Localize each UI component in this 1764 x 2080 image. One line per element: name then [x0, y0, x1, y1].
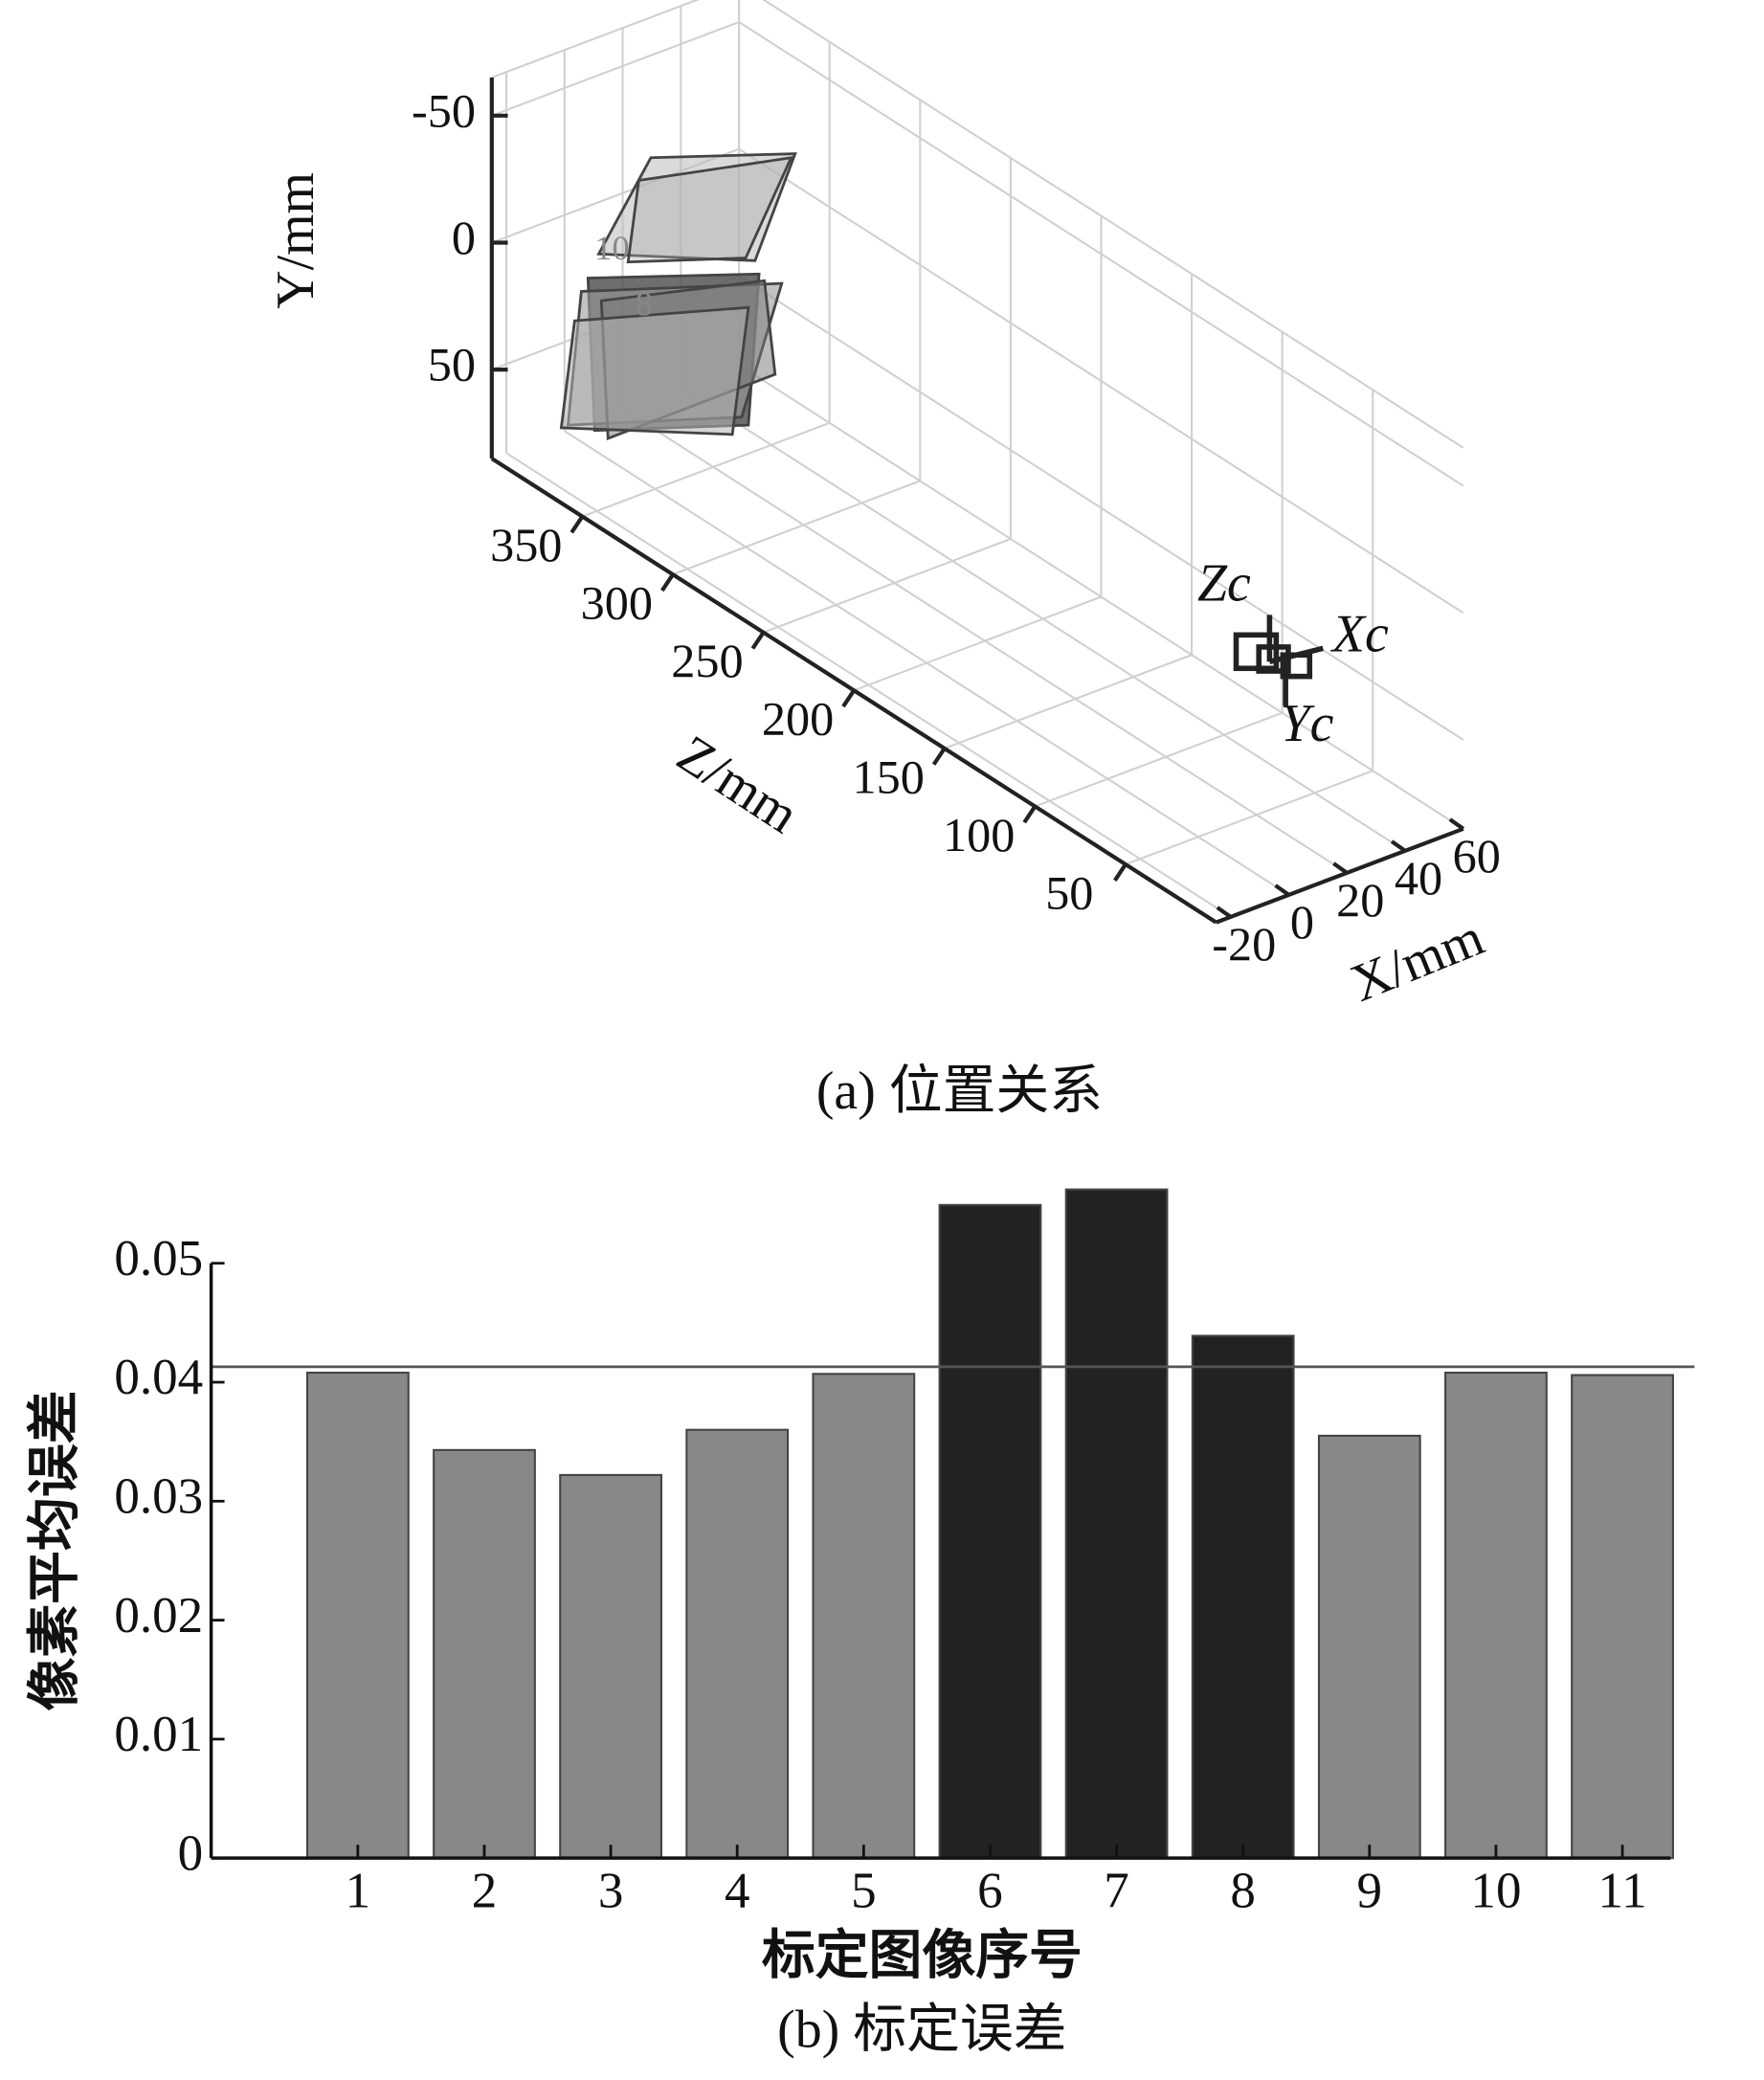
tick-mark [931, 747, 947, 766]
grid-line [762, 0, 1464, 449]
y-tick-label: 0.05 [114, 1231, 203, 1286]
z-tick-label: 150 [852, 749, 924, 803]
x-tick-label: 6 [977, 1863, 1003, 1918]
grid-line [738, 21, 1464, 487]
tick-mark [1332, 861, 1349, 875]
grid-line [738, 364, 1464, 830]
x-tick-label: 11 [1598, 1863, 1647, 1918]
y-axis-label: 像素平均误差 [26, 1390, 85, 1711]
board [559, 305, 750, 436]
y-tick-label: 0.02 [114, 1588, 203, 1644]
tick-mark [1274, 883, 1290, 897]
grid-line [582, 421, 831, 518]
board-label: 8 [636, 285, 653, 324]
grid-line [672, 480, 921, 576]
grid-line [738, 147, 1464, 615]
z-tick-label: 300 [581, 576, 653, 630]
y-tick-label: 0.03 [114, 1468, 203, 1524]
bar [559, 1473, 662, 1860]
grid-line [505, 452, 1232, 918]
z-tick-label: 50 [1045, 865, 1093, 919]
tick-mark [660, 572, 675, 593]
tick-mark [1216, 906, 1232, 919]
x-tick-label: 4 [725, 1863, 750, 1918]
x-tick-label: 10 [1470, 1863, 1521, 1918]
y-tick-label: 0 [452, 211, 476, 264]
tick-mark [841, 689, 856, 708]
y-tick-label: 0 [178, 1825, 204, 1881]
x-tick-label: -20 [1212, 917, 1276, 971]
bar [1191, 1334, 1295, 1860]
grid-line [944, 654, 1193, 749]
board-label: 10 [594, 229, 629, 267]
grid-line [738, 275, 1464, 741]
z-tick-label: 350 [490, 518, 562, 571]
z-tick-label: 250 [671, 634, 743, 687]
bar [1444, 1372, 1548, 1860]
x-tick-label: 20 [1336, 873, 1384, 927]
grid-line [1034, 711, 1284, 808]
grid-line [853, 595, 1102, 692]
caption: (b) 标定误差 [777, 2000, 1066, 2059]
calibration-boards [559, 152, 797, 441]
caption: (a) 位置关系 [816, 1062, 1103, 1121]
bar [812, 1373, 916, 1860]
grid-3d [489, 0, 1465, 925]
x-tick-label: 0 [1290, 895, 1314, 949]
bar [1064, 1188, 1169, 1860]
x-axis-label: 标定图像序号 [762, 1927, 1083, 1986]
tick-mark [1390, 839, 1407, 853]
board [626, 156, 793, 264]
bar [305, 1372, 410, 1860]
bar [938, 1203, 1042, 1860]
camera-label: Xc [1330, 604, 1389, 663]
grid-line [763, 537, 1012, 634]
x-tick-label: 40 [1395, 851, 1442, 905]
grid-line [564, 430, 1290, 896]
bar [685, 1428, 790, 1860]
camera-axis [1268, 645, 1324, 664]
grid-line [680, 386, 1406, 852]
grid-line [491, 0, 700, 78]
x-tick-label: 2 [472, 1863, 498, 1918]
tick-mark [1448, 817, 1465, 831]
x-tick-label: 1 [346, 1863, 371, 1918]
x-tick-label: 7 [1104, 1863, 1129, 1918]
camera-label: Zc [1197, 553, 1251, 613]
grid-line [491, 21, 740, 117]
grid-line [621, 408, 1348, 874]
tick-mark [750, 631, 766, 650]
bar [1571, 1374, 1674, 1860]
grid-line [1125, 770, 1373, 866]
x-tick-label: 8 [1230, 1863, 1256, 1918]
z-tick-label: 100 [943, 808, 1015, 861]
x-tick-label: 60 [1453, 829, 1501, 883]
camera-label: Yc [1281, 694, 1334, 753]
y-tick-label: 0.01 [114, 1707, 203, 1762]
tick-mark [1022, 805, 1038, 824]
z-tick-label: 200 [762, 692, 834, 746]
y-tick-label: -50 [412, 83, 476, 137]
x-axis [1215, 826, 1464, 925]
x-tick-label: 5 [851, 1863, 877, 1918]
camera [1233, 615, 1324, 706]
y-tick-label: 0.04 [114, 1350, 203, 1405]
bar [1317, 1434, 1421, 1860]
tick-mark [1113, 862, 1128, 882]
x-tick-label: 3 [598, 1863, 624, 1918]
bar [433, 1448, 536, 1860]
tick-mark [569, 515, 585, 534]
x-tick-label: 9 [1357, 1863, 1383, 1918]
y-axis-label: Y/mm [266, 172, 325, 309]
y-tick-label: 50 [428, 338, 476, 391]
